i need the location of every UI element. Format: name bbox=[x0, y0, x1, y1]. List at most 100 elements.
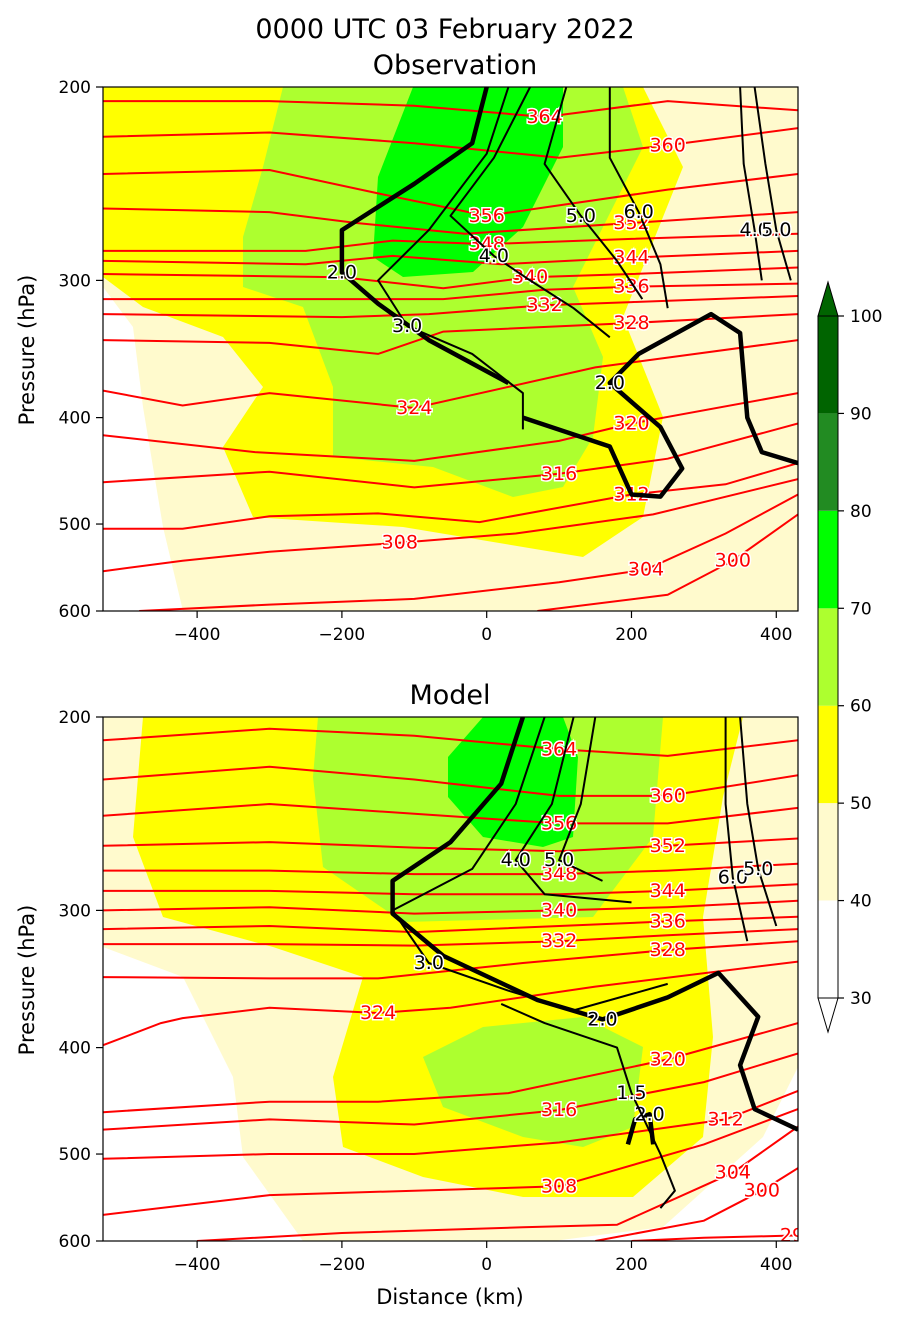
theta-contour-308 bbox=[103, 478, 798, 573]
x-tick-label: 400 bbox=[760, 625, 792, 645]
colorbar-bin-40-50 bbox=[818, 803, 838, 901]
pv-label: 2.0 bbox=[595, 372, 625, 394]
axes-frame-observation bbox=[102, 86, 799, 612]
pv-contour-6.0 bbox=[608, 87, 669, 309]
theta-contour-316 bbox=[103, 422, 798, 489]
theta-contour-344 bbox=[103, 883, 798, 896]
y-tick-label: 400 bbox=[59, 409, 91, 429]
pv-contour-4.0 bbox=[449, 87, 611, 339]
theta-label: 356 bbox=[469, 205, 505, 227]
theta-contour-336 bbox=[103, 915, 798, 934]
theta-label: 336 bbox=[650, 910, 686, 932]
x-tick-label: 0 bbox=[481, 625, 492, 645]
theta-label: 300 bbox=[715, 550, 751, 572]
colorbar-bin-70-80 bbox=[818, 510, 838, 609]
panel-title-observation: Observation bbox=[373, 50, 537, 81]
pv-label: 5.0 bbox=[743, 858, 773, 880]
theta-label: 328 bbox=[613, 312, 649, 334]
pv-contour-5.0 bbox=[558, 717, 603, 882]
theta-contour-320 bbox=[103, 392, 798, 462]
x-tick-label: 200 bbox=[615, 1255, 647, 1275]
pv-contours-observation: 2.02.03.04.05.0 6.04.05.0 bbox=[325, 87, 798, 499]
theta-label: 336 bbox=[613, 276, 649, 298]
pv-label: 6.0 bbox=[624, 201, 654, 223]
theta-contour-348 bbox=[103, 862, 798, 876]
pv-label: 6.0 bbox=[718, 867, 748, 889]
theta-contour-336 bbox=[103, 282, 798, 301]
pv-contour-3.0 bbox=[391, 717, 668, 1012]
theta-label: 352 bbox=[650, 835, 686, 857]
pv-label: 2.0 bbox=[587, 1008, 617, 1030]
axis-ticks-observation: −400 −200 0 200 400 200 300 400 500 600 bbox=[59, 78, 793, 645]
theta-label: 304 bbox=[715, 1162, 751, 1184]
theta-contour-340 bbox=[103, 899, 798, 915]
theta-label: 324 bbox=[396, 397, 432, 419]
colorbar-bottom-arrow bbox=[817, 997, 839, 1034]
x-tick-label: −400 bbox=[174, 625, 221, 645]
pv-contour-5.0 bbox=[753, 87, 792, 281]
pv-label: 5.0 bbox=[761, 219, 791, 241]
humidity-fill-60 bbox=[313, 717, 663, 1147]
y-axis-label-observation: Pressure (hPa) bbox=[15, 275, 39, 426]
theta-contour-304 bbox=[139, 493, 798, 611]
y-tick-label: 600 bbox=[59, 602, 91, 622]
pv-label: 3.0 bbox=[414, 952, 444, 974]
theta-label: 364 bbox=[541, 738, 577, 760]
theta-label: 316 bbox=[541, 463, 577, 485]
pv-contour-5.0 bbox=[739, 717, 778, 927]
theta-label: 300 bbox=[744, 1180, 780, 1202]
pv-label: 2.0 bbox=[327, 261, 357, 283]
theta-contour-356 bbox=[103, 168, 798, 217]
pv-contour-5.0 bbox=[543, 87, 644, 300]
colorbar-ticks: 30 40 50 60 70 80 90 100 bbox=[838, 307, 882, 1009]
pv-label: 4.0 bbox=[501, 849, 531, 871]
theta-contour-352 bbox=[103, 207, 798, 235]
pv-label: 4.0 bbox=[479, 245, 509, 267]
pv-contour-4.0 bbox=[514, 717, 632, 904]
colorbar-tick-label: 80 bbox=[850, 502, 872, 522]
y-axis-label-model: Pressure (hPa) bbox=[15, 905, 39, 1056]
colorbar-tick-label: 70 bbox=[850, 599, 872, 619]
theta-label: 344 bbox=[613, 247, 649, 269]
colorbar-bin-30-40 bbox=[818, 900, 838, 998]
pv-contour-2.0 bbox=[522, 311, 798, 499]
theta-label: 360 bbox=[650, 134, 686, 156]
colorbar-tick-label: 90 bbox=[850, 404, 872, 424]
theta-label: 320 bbox=[650, 1048, 686, 1070]
pv-contours-model: 2.02.01.53.04.0 5.06.05.0 bbox=[390, 717, 798, 1209]
theta-contour-320 bbox=[103, 1022, 798, 1114]
colorbar-bin-60-70 bbox=[818, 608, 838, 706]
x-axis-label-model: Distance (km) bbox=[376, 1285, 524, 1309]
colorbar: 30 40 50 60 70 80 90 100 bbox=[817, 280, 882, 1034]
theta-label: 344 bbox=[650, 880, 686, 902]
y-tick-label: 300 bbox=[59, 901, 91, 921]
colorbar-bin-50-60 bbox=[818, 705, 838, 804]
theta-label: 340 bbox=[541, 899, 577, 921]
theta-contour-352 bbox=[103, 837, 798, 853]
y-tick-label: 400 bbox=[59, 1039, 91, 1059]
pv-label: 3.0 bbox=[392, 315, 422, 337]
theta-contour-360 bbox=[103, 765, 798, 797]
y-tick-label: 200 bbox=[59, 708, 91, 728]
theta-label: 356 bbox=[541, 812, 577, 834]
x-tick-label: −200 bbox=[319, 1255, 366, 1275]
theta-contour-340 bbox=[103, 266, 798, 290]
theta-label: 312 bbox=[707, 1108, 743, 1130]
colorbar-tick-label: 60 bbox=[850, 697, 872, 717]
theta-contour-308 bbox=[103, 1108, 798, 1216]
y-tick-label: 500 bbox=[59, 1145, 91, 1165]
theta-contour-300 bbox=[537, 513, 798, 611]
pv-contour-3.0 bbox=[377, 87, 524, 430]
theta-contour-364 bbox=[103, 727, 798, 757]
theta-label: 308 bbox=[382, 532, 418, 554]
theta-contour-300 bbox=[595, 1167, 798, 1241]
theta-label: 360 bbox=[650, 785, 686, 807]
theta-contour-324 bbox=[103, 960, 798, 1047]
humidity-fill-60 bbox=[243, 87, 643, 497]
theta-label: 340 bbox=[512, 266, 548, 288]
